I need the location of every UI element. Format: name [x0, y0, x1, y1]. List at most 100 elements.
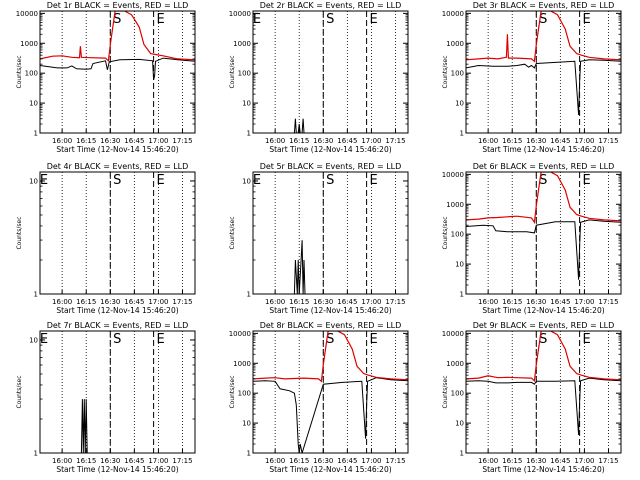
panel-det-2r: Det 2r BLACK = Events, RED = LLD E S E 1 10 10…	[229, 1, 409, 154]
panel-title: Det 2r BLACK = Events, RED = LLD	[260, 1, 402, 10]
series-line-events	[466, 377, 621, 436]
plot-frame	[252, 171, 409, 295]
x-tick-label: 17:15	[385, 137, 405, 145]
plot-frame	[465, 171, 622, 295]
y-tick-label: 100	[451, 231, 464, 239]
marker-label-s: S	[539, 332, 547, 347]
y-tick-label: 1000	[446, 360, 464, 368]
y-tick-label: 100	[25, 70, 38, 78]
y-tick-label: 10000	[442, 10, 464, 18]
x-tick-label: 16:15	[76, 457, 96, 465]
series-line-lld	[466, 331, 621, 383]
x-tick-label: 16:15	[289, 457, 309, 465]
y-tick-label: 1	[34, 130, 38, 138]
y-tick-label: 1	[460, 450, 464, 458]
series-line-events	[40, 57, 195, 80]
x-tick-label: 17:15	[172, 298, 192, 306]
marker-label-e: E	[156, 332, 164, 347]
panel-det-6r: Det 6r BLACK = Events, RED = LLD S E 1 10 100…	[442, 162, 622, 315]
y-tick-label: 1000	[20, 40, 38, 48]
marker-label-e: E	[582, 332, 590, 347]
plot-frame	[465, 10, 622, 134]
plot-frame	[39, 330, 196, 454]
x-axis-label: Start Time (12-Nov-14 15:46:20)	[482, 145, 604, 154]
x-tick-label: 16:00	[265, 298, 285, 306]
panel-title: Det 1r BLACK = Events, RED = LLD	[47, 1, 189, 10]
plot-frame	[465, 330, 622, 454]
x-tick-label: 17:00	[574, 457, 594, 465]
x-axis-label: Start Time (12-Nov-14 15:46:20)	[56, 306, 178, 315]
x-tick-label: 16:45	[124, 457, 144, 465]
x-axis-label: Start Time (12-Nov-14 15:46:20)	[269, 465, 391, 474]
panel-det-9r: Det 9r BLACK = Events, RED = LLD S E 1 10 100…	[442, 321, 622, 474]
y-tick-label: 1	[460, 130, 464, 138]
plot-frame	[252, 330, 409, 454]
x-tick-label: 16:15	[289, 137, 309, 145]
x-tick-label: 17:15	[598, 137, 618, 145]
series-line-events	[293, 240, 306, 294]
y-tick-label: 10	[455, 261, 464, 269]
marker-label-e: E	[369, 12, 377, 27]
x-tick-label: 16:30	[100, 298, 120, 306]
marker-label-s: S	[326, 173, 334, 188]
x-tick-label: 16:30	[313, 137, 333, 145]
series-line-lld	[253, 331, 408, 383]
x-tick-label: 16:15	[502, 298, 522, 306]
panel-title: Det 7r BLACK = Events, RED = LLD	[47, 321, 189, 330]
y-tick-label: 10000	[442, 330, 464, 338]
marker-label-e: E	[156, 12, 164, 27]
x-tick-label: 16:30	[100, 457, 120, 465]
x-tick-label: 16:45	[337, 137, 357, 145]
x-tick-label: 17:15	[385, 298, 405, 306]
x-tick-label: 16:00	[52, 457, 72, 465]
x-tick-label: 16:15	[76, 137, 96, 145]
marker-label-e: E	[582, 173, 590, 188]
x-tick-label: 17:15	[385, 457, 405, 465]
x-axis-label: Start Time (12-Nov-14 15:46:20)	[269, 145, 391, 154]
x-axis-label: Start Time (12-Nov-14 15:46:20)	[56, 145, 178, 154]
x-tick-label: 17:15	[598, 298, 618, 306]
marker-label-s: S	[326, 12, 334, 27]
series-line-lld	[40, 11, 195, 63]
x-tick-label: 16:00	[265, 457, 285, 465]
y-tick-label: 10000	[229, 10, 251, 18]
x-tick-label: 16:00	[478, 137, 498, 145]
panel-det-8r: Det 8r BLACK = Events, RED = LLD S E 1 10 100…	[229, 321, 409, 474]
x-axis-label: Start Time (12-Nov-14 15:46:20)	[482, 306, 604, 315]
marker-label-e: E	[156, 173, 164, 188]
y-axis-label: Counts/sec	[229, 55, 236, 88]
series-line-events	[466, 59, 621, 116]
y-axis-label: Counts/sec	[442, 55, 449, 88]
y-tick-label: 10000	[16, 10, 38, 18]
marker-label-e: E	[369, 173, 377, 188]
x-tick-label: 16:15	[289, 298, 309, 306]
y-axis-label: Counts/sec	[442, 375, 449, 408]
y-tick-label: 10	[242, 420, 251, 428]
x-tick-label: 16:15	[502, 137, 522, 145]
series-line-events	[466, 219, 621, 280]
x-tick-label: 16:30	[526, 298, 546, 306]
y-tick-label: 100	[451, 70, 464, 78]
panel-title: Det 6r BLACK = Events, RED = LLD	[473, 162, 615, 171]
y-tick-label: 1	[247, 450, 251, 458]
y-axis-label: Counts/sec	[16, 375, 23, 408]
y-tick-label: 100	[238, 390, 251, 398]
x-tick-label: 17:00	[574, 137, 594, 145]
x-tick-label: 17:00	[148, 137, 168, 145]
y-tick-label: 10	[242, 177, 251, 185]
plot-frame	[39, 10, 196, 134]
x-tick-label: 16:15	[502, 457, 522, 465]
marker-label-s: S	[326, 332, 334, 347]
x-tick-label: 16:30	[313, 457, 333, 465]
series-line-events	[80, 399, 88, 453]
series-line-lld	[466, 11, 621, 63]
x-axis-label: Start Time (12-Nov-14 15:46:20)	[482, 465, 604, 474]
x-tick-label: 17:00	[574, 298, 594, 306]
x-tick-label: 16:45	[337, 298, 357, 306]
y-tick-label: 10000	[442, 171, 464, 179]
x-axis-label: Start Time (12-Nov-14 15:46:20)	[269, 306, 391, 315]
marker-label-s: S	[113, 332, 121, 347]
panel-det-3r: Det 3r BLACK = Events, RED = LLD S E 1 10 100…	[442, 1, 622, 154]
